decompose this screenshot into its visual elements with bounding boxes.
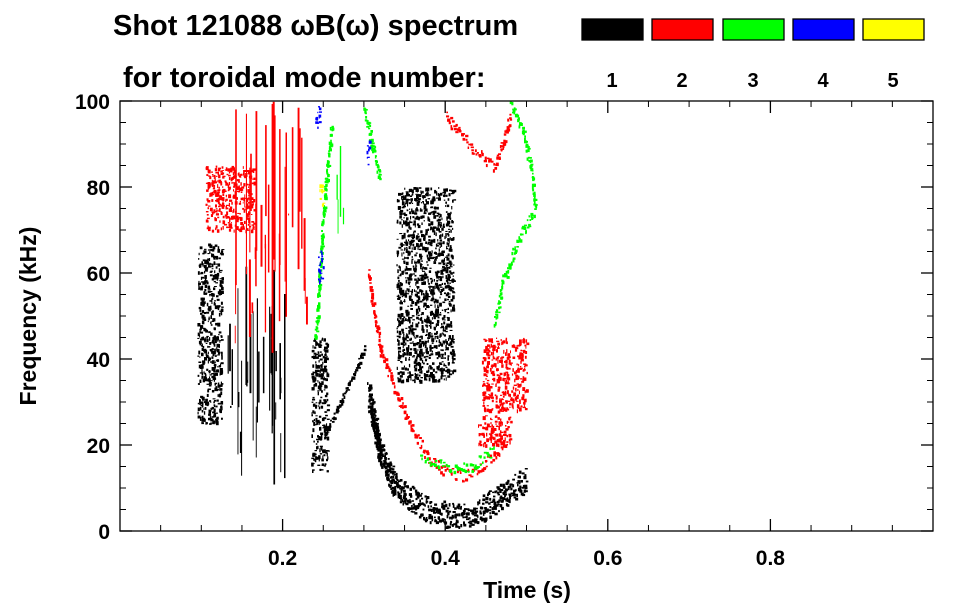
mode-2-line-9 <box>446 111 513 173</box>
legend-swatch-mode-1 <box>581 18 644 41</box>
mode-1-streaks-1 <box>227 266 286 485</box>
mode-1-region-2 <box>311 337 331 473</box>
chart-subtitle: for toroidal mode number: <box>123 62 486 94</box>
legend-swatch-mode-2 <box>651 18 714 41</box>
legend-label-mode-4: 4 <box>817 70 829 92</box>
y-tick-label: 0 <box>98 521 110 544</box>
mode-1-region-4 <box>396 187 457 384</box>
mode-1-region-0 <box>197 243 225 426</box>
y-tick-label: 60 <box>87 263 110 286</box>
y-tick-label: 40 <box>87 349 110 372</box>
mode-3-line-13 <box>363 107 382 181</box>
mode-4-region-19 <box>315 106 322 129</box>
x-tick-label: 0.2 <box>268 547 297 570</box>
legend-label-mode-5: 5 <box>887 70 898 92</box>
y-axis-label: Frequency (kHz) <box>15 227 41 406</box>
mode-3-streaks-16 <box>336 146 345 234</box>
mode-5-region-20 <box>319 184 326 207</box>
spectrum-marks <box>197 101 538 529</box>
axis-ticks: 0.2 0.4 0.6 0.8 0 20 40 60 80 100 <box>75 91 933 570</box>
mode-2-line-8 <box>367 269 513 483</box>
mode-2-region-11 <box>478 415 513 448</box>
x-tick-label: 0.6 <box>593 547 622 570</box>
mode-2-region-6 <box>205 165 257 234</box>
x-tick-label: 0.4 <box>431 547 461 570</box>
mode-1-band-5 <box>367 382 529 529</box>
mode-4-region-18 <box>366 140 372 166</box>
mode-2-streaks-7 <box>234 101 308 353</box>
chart-title: Shot 121088 ωB(ω) spectrum <box>113 10 518 42</box>
x-tick-label: 0.8 <box>756 547 786 570</box>
y-tick-label: 100 <box>75 91 110 114</box>
x-axis-label: Time (s) <box>483 577 571 603</box>
legend-swatch-mode-4 <box>792 18 855 41</box>
legend-label-mode-2: 2 <box>676 70 687 92</box>
y-tick-label: 80 <box>87 177 110 200</box>
legend-swatch-mode-5 <box>862 18 925 41</box>
plot-area: 0.2 0.4 0.6 0.8 0 20 40 60 80 100 <box>75 91 934 570</box>
legend-label-mode-3: 3 <box>747 70 758 92</box>
legend-swatch-mode-3 <box>722 18 785 41</box>
mode-4-region-17 <box>318 250 325 285</box>
mode-3-line-14 <box>493 101 538 328</box>
mode-2-region-10 <box>481 337 530 414</box>
y-tick-label: 20 <box>87 435 110 458</box>
mode-1-chirp-3 <box>324 345 367 440</box>
mode-3-line-12 <box>314 125 335 340</box>
mode-3-line-15 <box>420 446 495 475</box>
mode-legend: 1 2 3 4 5 <box>581 18 925 92</box>
legend-label-mode-1: 1 <box>606 70 617 92</box>
